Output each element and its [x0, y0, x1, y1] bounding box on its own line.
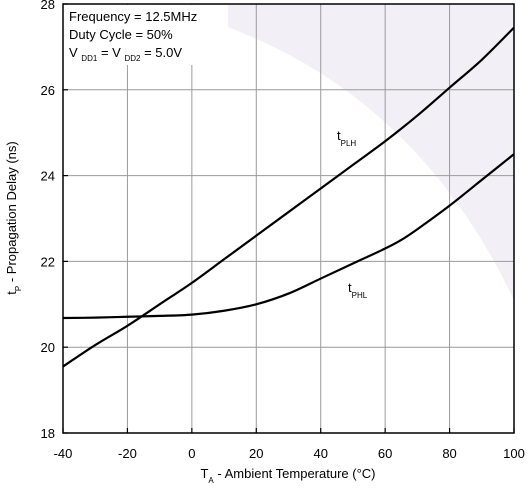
- vdd-sub2: DD2: [124, 54, 141, 63]
- y-tick-label: 24: [41, 169, 55, 184]
- x-tick-label: -20: [118, 446, 137, 461]
- y-tick-label: 26: [41, 83, 55, 98]
- x-axis-title-rest: - Ambient Temperature (°C): [214, 466, 376, 481]
- y-tick-label: 20: [41, 340, 55, 355]
- series-label-tplh-sub: PLH: [341, 139, 357, 148]
- vdd-v1: V: [69, 45, 78, 60]
- x-tick-label: 80: [442, 446, 456, 461]
- series-group: [63, 26, 514, 368]
- y-tick-label: 22: [41, 254, 55, 269]
- y-axis-title: tP - Propagation Delay (ns): [4, 141, 23, 294]
- grid: [63, 4, 514, 433]
- x-tick-label: 60: [378, 446, 392, 461]
- vdd-eq: = V: [101, 45, 121, 60]
- annotation-frequency: Frequency = 12.5MHz: [69, 9, 197, 24]
- x-tick-label: -40: [54, 446, 73, 461]
- y-axis-title-main: t: [4, 291, 19, 295]
- annotation-supply-voltage: V DD1 = V DD2 = 5.0V: [69, 45, 182, 64]
- y-tick-label: 28: [41, 0, 55, 12]
- y-tick-labels: 18 20 22 24 26 28: [41, 0, 55, 441]
- x-axis-title-sub: A: [208, 476, 214, 485]
- annotation-duty-cycle: Duty Cycle = 50%: [69, 27, 173, 42]
- series-line-tphl: [63, 153, 514, 320]
- x-tick-label: 40: [313, 446, 327, 461]
- series-line-tplh: [63, 26, 514, 368]
- vdd-val: = 5.0V: [144, 45, 182, 60]
- y-axis-title-rest: - Propagation Delay (ns): [4, 141, 19, 286]
- vdd-sub1: DD1: [81, 54, 98, 63]
- annotation-background: [64, 5, 228, 65]
- y-axis-title-sub: P: [14, 286, 23, 291]
- tick-marks: [62, 3, 515, 434]
- background-watermark: [150, 4, 514, 300]
- y-tick-label: 18: [41, 426, 55, 441]
- x-axis-title: TA - Ambient Temperature (°C): [200, 466, 375, 485]
- x-axis-title-main: T: [200, 466, 208, 481]
- x-tick-label: 100: [503, 446, 525, 461]
- plot-frame: [62, 3, 515, 434]
- series-label-tphl: tPHL: [348, 280, 368, 300]
- x-tick-label: 0: [188, 446, 195, 461]
- series-label-tplh: tPLH: [337, 128, 356, 148]
- x-tick-label: 20: [249, 446, 263, 461]
- x-tick-labels: -40 -20 0 20 40 60 80 100: [54, 446, 525, 461]
- series-label-tplh-main: t: [337, 128, 341, 143]
- series-label-tphl-main: t: [348, 280, 352, 295]
- series-label-tphl-sub: PHL: [352, 291, 368, 300]
